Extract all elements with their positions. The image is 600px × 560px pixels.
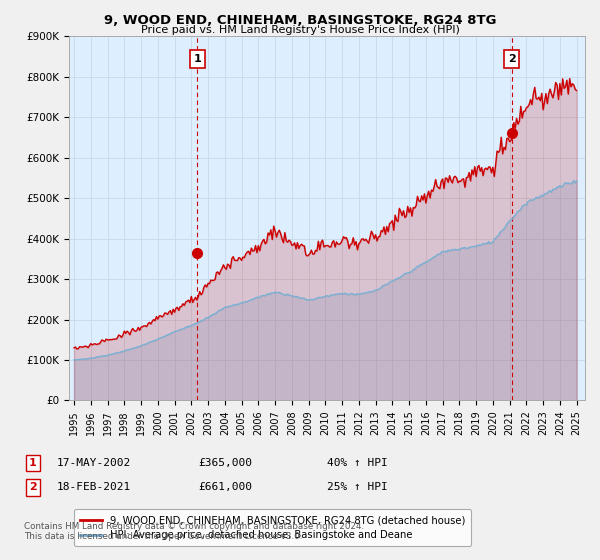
Text: Contains HM Land Registry data © Crown copyright and database right 2024.
This d: Contains HM Land Registry data © Crown c… (24, 522, 364, 542)
Text: Price paid vs. HM Land Registry's House Price Index (HPI): Price paid vs. HM Land Registry's House … (140, 25, 460, 35)
Text: £661,000: £661,000 (198, 482, 252, 492)
Text: 9, WOOD END, CHINEHAM, BASINGSTOKE, RG24 8TG: 9, WOOD END, CHINEHAM, BASINGSTOKE, RG24… (104, 14, 496, 27)
Text: 40% ↑ HPI: 40% ↑ HPI (327, 458, 388, 468)
Text: 2: 2 (29, 482, 37, 492)
Text: 2: 2 (508, 54, 515, 64)
Text: 18-FEB-2021: 18-FEB-2021 (57, 482, 131, 492)
Text: 17-MAY-2002: 17-MAY-2002 (57, 458, 131, 468)
Legend: 9, WOOD END, CHINEHAM, BASINGSTOKE, RG24 8TG (detached house), HPI: Average pric: 9, WOOD END, CHINEHAM, BASINGSTOKE, RG24… (74, 509, 472, 546)
Text: 25% ↑ HPI: 25% ↑ HPI (327, 482, 388, 492)
Text: 1: 1 (194, 54, 202, 64)
Text: 1: 1 (29, 458, 37, 468)
Text: £365,000: £365,000 (198, 458, 252, 468)
